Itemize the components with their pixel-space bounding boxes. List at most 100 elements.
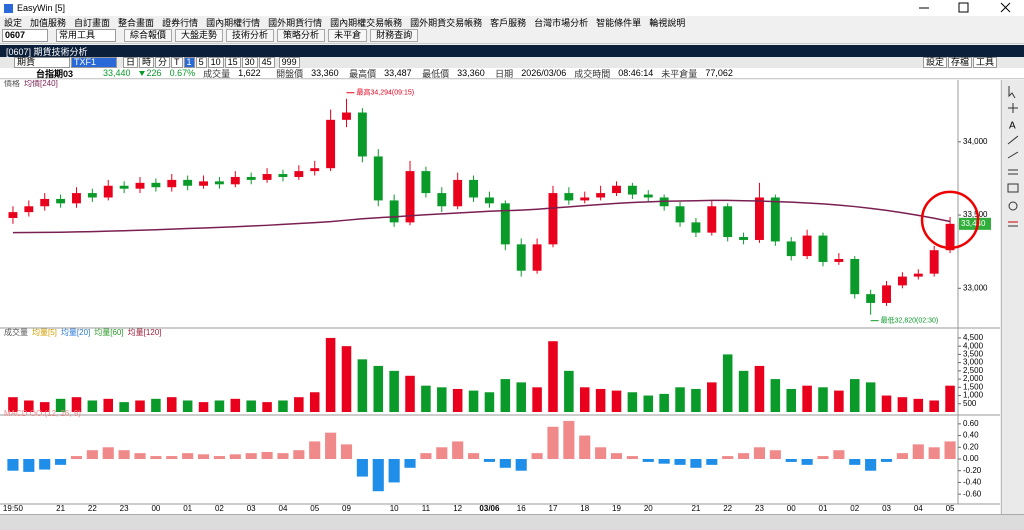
quote-label: 成交量 (203, 68, 231, 79)
candle-body (453, 179, 463, 207)
menu-item[interactable]: 台灣市場分析 (534, 17, 589, 28)
volume-bar (929, 400, 939, 412)
period-button[interactable]: 5 (195, 57, 207, 68)
menu-item[interactable]: 客戶服務 (490, 17, 527, 28)
window-controls[interactable] (904, 0, 1024, 16)
macd-bar (579, 435, 591, 459)
y-tick-label: 4,000 (963, 341, 984, 350)
panel-button[interactable]: 設定 (922, 57, 947, 68)
x-tick-label: 03 (247, 504, 256, 513)
toolbar-button[interactable]: 技術分析 (226, 29, 275, 42)
volume-bar (39, 402, 50, 412)
macd-bar (642, 459, 654, 462)
toolbar-button[interactable]: 策略分析 (277, 29, 326, 42)
candle-body (151, 182, 161, 188)
menu-item[interactable]: 國內期權交易帳務 (330, 17, 403, 28)
quote-label: 最低價 (422, 68, 450, 79)
macd-bar (70, 456, 83, 459)
quote-value: 33,360 (457, 68, 485, 78)
macd-bar (563, 420, 575, 459)
macd-bar (738, 453, 750, 459)
volume-bar (786, 388, 796, 412)
menu-item[interactable]: 整合畫面 (118, 17, 155, 28)
x-tick-label: 19:50 (3, 504, 24, 513)
market-combo[interactable]: 期貨 (14, 57, 70, 68)
panel-button[interactable]: 存檔 (947, 57, 972, 68)
macd-bar (39, 459, 51, 470)
y-tick-label: -0.40 (963, 478, 982, 487)
menu-item[interactable]: 國外期貨交易帳務 (410, 17, 483, 28)
volume-bar (341, 346, 352, 412)
period-button[interactable]: T (171, 57, 183, 68)
candle-body (723, 206, 733, 238)
candle-body (770, 197, 780, 242)
volume-bar (103, 398, 114, 412)
volume-bar (325, 337, 336, 412)
volume-bar (151, 398, 161, 412)
controls-row: 期貨 TXF1 日時分 T 1 5 10 15 30 45 999 設定 存檔 工具 (0, 57, 1024, 68)
quote-label: 開盤價 (276, 68, 304, 79)
macd-bar (388, 459, 400, 483)
menu-item[interactable]: 輪視說明 (649, 17, 686, 28)
menu-item[interactable]: 加值服務 (30, 17, 67, 28)
macd-bar (801, 459, 813, 465)
macd-bar (102, 447, 114, 459)
menu-item[interactable]: 國外期貨行情 (268, 17, 323, 28)
toolbar-button[interactable]: 未平倉 (328, 29, 368, 42)
volume-bar (738, 370, 749, 412)
period-button[interactable]: 時 (139, 57, 155, 68)
panel-button[interactable]: 工具 (972, 57, 997, 68)
x-tick-label: 00 (787, 504, 796, 513)
candle-body (834, 259, 844, 262)
x-tick-label: 23 (120, 504, 129, 513)
period-button[interactable]: 10 (207, 57, 224, 68)
toolbar-button[interactable]: 財務查詢 (370, 29, 419, 42)
menu-item[interactable]: 設定 (4, 17, 23, 28)
y-tick-label: 0.00 (963, 454, 979, 463)
count-input[interactable]: 999 (278, 57, 300, 68)
title-bar: EasyWin [5] (0, 0, 1024, 16)
volume-bar (818, 387, 828, 412)
candle-body (437, 193, 447, 207)
macd-bar (182, 453, 194, 459)
app-icon (4, 3, 13, 13)
macd-bar (595, 447, 607, 459)
menu-item[interactable]: 國內期權行情 (206, 17, 261, 28)
macd-bar (865, 459, 877, 471)
y-tick-label: 0.40 (963, 431, 979, 440)
menu-item[interactable]: 自訂畫面 (74, 17, 111, 28)
x-tick-label: 23 (755, 504, 764, 513)
x-tick-label: 05 (310, 504, 319, 513)
symbol-combo[interactable]: TXF1 (71, 57, 117, 68)
code-input[interactable]: 0607 (2, 29, 48, 42)
x-tick-label: 22 (723, 504, 732, 513)
volume-bar (770, 379, 781, 412)
volume-bar (468, 390, 479, 412)
macd-bar (420, 453, 432, 459)
x-tick-label: 00 (151, 504, 160, 513)
menu-item[interactable]: 智能條件單 (596, 17, 642, 28)
candle-body (691, 222, 701, 233)
menu-item[interactable]: 證券行情 (162, 17, 199, 28)
candle-body (199, 181, 208, 186)
period-button[interactable]: 45 (258, 57, 275, 68)
macd-bar (452, 441, 464, 459)
period-button[interactable]: 1 (183, 57, 195, 68)
period-button[interactable]: 15 (224, 57, 241, 68)
toolbar-button[interactable]: 大盤走勢 (175, 29, 224, 42)
drawing-tools[interactable]: A (1002, 80, 1024, 280)
y-tick-label: 1,500 (963, 382, 984, 391)
candle-body (897, 276, 907, 286)
period-button[interactable]: 日 (123, 57, 139, 68)
period-button[interactable]: 分 (155, 57, 171, 68)
period-button[interactable]: 30 (241, 57, 258, 68)
volume-bar (691, 388, 701, 412)
volume-bar (357, 359, 368, 412)
x-tick-label: 21 (691, 504, 700, 513)
toolbar-button[interactable]: 綜合報價 (124, 29, 173, 42)
tool-combo[interactable]: 常用工具 (56, 29, 116, 42)
volume-bar (214, 400, 225, 412)
legend-item: 均價[240] (24, 80, 58, 88)
toolbar: 0607 常用工具 綜合報價 大盤走勢 技術分析 策略分析 未平倉 財務查詢 (0, 28, 1024, 44)
